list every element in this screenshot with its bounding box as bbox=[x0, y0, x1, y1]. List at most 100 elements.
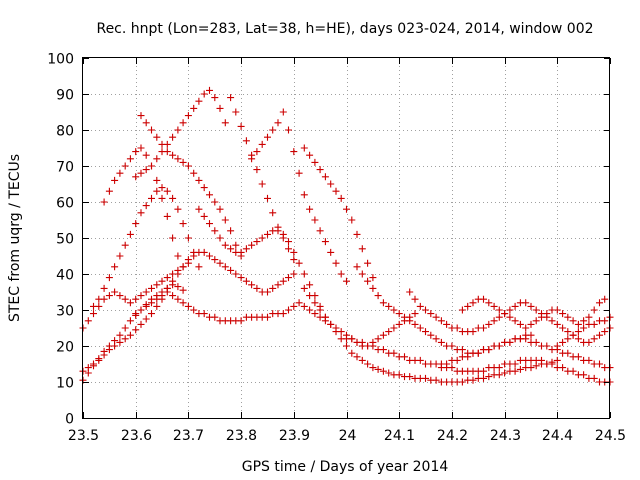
data-point bbox=[527, 364, 535, 372]
y-tick-label: 90 bbox=[56, 88, 74, 104]
data-point bbox=[153, 295, 161, 303]
data-point bbox=[480, 295, 487, 303]
data-point bbox=[348, 335, 356, 343]
data-point bbox=[548, 360, 556, 368]
data-point bbox=[559, 310, 567, 318]
data-point bbox=[158, 277, 166, 285]
data-point bbox=[274, 119, 282, 127]
axis-ticks bbox=[83, 58, 611, 419]
data-point bbox=[137, 292, 145, 300]
data-point bbox=[195, 176, 203, 184]
data-point bbox=[416, 302, 424, 310]
data-points bbox=[79, 86, 614, 386]
data-point bbox=[316, 227, 324, 235]
data-point bbox=[306, 205, 314, 213]
data-point bbox=[601, 295, 609, 303]
data-point bbox=[264, 313, 271, 321]
x-tick-label: 23.5 bbox=[68, 428, 99, 444]
data-point bbox=[321, 173, 329, 181]
data-point bbox=[121, 335, 129, 343]
data-point bbox=[237, 317, 245, 325]
data-point bbox=[116, 252, 124, 260]
data-point bbox=[105, 187, 113, 195]
data-point bbox=[343, 342, 350, 350]
data-point bbox=[564, 349, 572, 357]
data-point bbox=[237, 274, 245, 282]
data-point bbox=[179, 263, 187, 271]
data-point bbox=[353, 263, 361, 271]
data-point bbox=[601, 317, 609, 325]
data-point bbox=[116, 292, 124, 300]
data-point bbox=[343, 205, 350, 213]
data-point bbox=[511, 360, 519, 368]
data-point bbox=[169, 292, 177, 300]
data-point bbox=[543, 342, 551, 350]
data-point bbox=[206, 220, 213, 228]
data-point bbox=[184, 302, 192, 310]
data-point bbox=[184, 256, 192, 264]
grid bbox=[83, 58, 610, 418]
x-tick-label: 24.3 bbox=[490, 428, 521, 444]
data-point bbox=[522, 324, 530, 332]
data-point bbox=[216, 104, 224, 112]
y-tick-label: 60 bbox=[56, 196, 74, 212]
data-point bbox=[364, 360, 372, 368]
data-point bbox=[132, 173, 140, 181]
data-point bbox=[590, 306, 598, 314]
data-point bbox=[279, 277, 287, 285]
data-point bbox=[348, 349, 356, 357]
data-point bbox=[306, 151, 314, 159]
data-point bbox=[132, 310, 140, 318]
data-point bbox=[395, 310, 403, 318]
x-tick-label: 24.2 bbox=[437, 428, 468, 444]
data-point bbox=[585, 313, 593, 321]
y-tick-label: 20 bbox=[56, 340, 74, 356]
y-tick-label: 70 bbox=[56, 160, 74, 176]
data-point bbox=[179, 119, 187, 127]
data-point bbox=[511, 317, 519, 325]
data-point bbox=[332, 259, 340, 267]
data-point bbox=[574, 320, 582, 328]
data-point bbox=[216, 234, 224, 242]
data-point bbox=[285, 274, 292, 282]
data-point bbox=[137, 144, 145, 152]
chart-title: Rec. hnpt (Lon=283, Lat=38, h=HE), days … bbox=[96, 21, 593, 37]
data-point bbox=[148, 310, 155, 318]
data-point bbox=[458, 378, 466, 386]
data-point bbox=[569, 331, 577, 339]
data-point bbox=[264, 194, 271, 202]
data-point bbox=[285, 245, 292, 253]
data-point bbox=[179, 299, 187, 307]
data-point bbox=[553, 320, 561, 328]
data-point bbox=[596, 299, 603, 307]
data-point bbox=[538, 356, 545, 364]
data-point bbox=[443, 320, 451, 328]
data-point bbox=[432, 376, 440, 384]
data-point bbox=[327, 180, 335, 188]
data-point bbox=[358, 338, 366, 346]
data-point bbox=[153, 187, 161, 195]
data-point bbox=[353, 230, 361, 238]
data-point bbox=[522, 299, 530, 307]
data-point bbox=[464, 302, 472, 310]
data-point bbox=[596, 360, 603, 368]
data-point bbox=[279, 310, 287, 318]
data-point bbox=[126, 299, 134, 307]
data-point bbox=[490, 302, 498, 310]
data-point bbox=[522, 335, 530, 343]
data-point bbox=[369, 284, 377, 292]
data-point bbox=[316, 166, 324, 174]
data-point bbox=[174, 283, 182, 291]
data-point bbox=[211, 313, 219, 321]
data-point bbox=[311, 299, 319, 307]
data-point bbox=[169, 194, 177, 202]
data-point bbox=[258, 234, 266, 242]
data-point bbox=[316, 306, 324, 314]
data-point bbox=[490, 317, 498, 325]
data-point bbox=[111, 342, 119, 350]
data-point bbox=[580, 324, 588, 332]
data-point bbox=[126, 317, 134, 325]
data-point bbox=[385, 302, 393, 310]
data-point bbox=[126, 155, 134, 163]
data-point bbox=[253, 148, 261, 156]
